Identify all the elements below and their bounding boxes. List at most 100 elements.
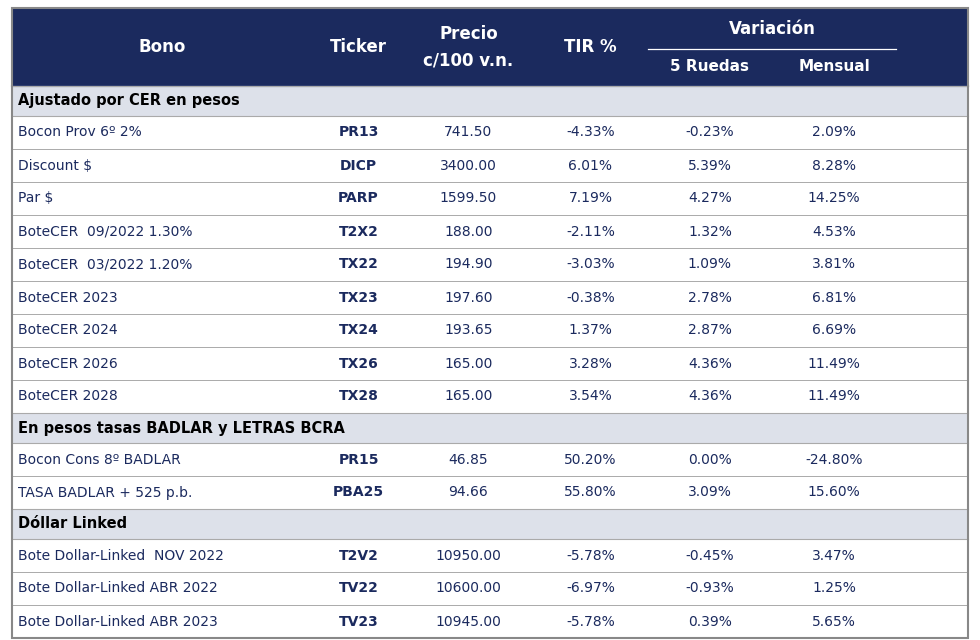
Bar bbox=[12, 149, 968, 182]
Text: TIR %: TIR % bbox=[564, 38, 616, 56]
Text: 46.85: 46.85 bbox=[449, 452, 488, 467]
Bar bbox=[12, 476, 968, 509]
Text: 4.27%: 4.27% bbox=[688, 191, 732, 205]
Text: PBA25: PBA25 bbox=[333, 486, 384, 499]
Text: 50.20%: 50.20% bbox=[564, 452, 616, 467]
Text: 4.53%: 4.53% bbox=[812, 225, 857, 239]
Text: 11.49%: 11.49% bbox=[808, 390, 860, 403]
Text: TASA BADLAR + 525 p.b.: TASA BADLAR + 525 p.b. bbox=[18, 486, 192, 499]
Text: -0.45%: -0.45% bbox=[686, 548, 734, 563]
Text: 11.49%: 11.49% bbox=[808, 356, 860, 371]
Text: 15.60%: 15.60% bbox=[808, 486, 860, 499]
Bar bbox=[12, 215, 968, 248]
Text: TX22: TX22 bbox=[339, 257, 378, 271]
Text: Bono: Bono bbox=[139, 38, 186, 56]
Bar bbox=[12, 314, 968, 347]
Text: 6.81%: 6.81% bbox=[812, 291, 857, 305]
Text: -0.23%: -0.23% bbox=[686, 125, 734, 140]
Text: TX24: TX24 bbox=[339, 323, 378, 337]
Text: En pesos tasas BADLAR y LETRAS BCRA: En pesos tasas BADLAR y LETRAS BCRA bbox=[18, 420, 345, 435]
Text: Ticker: Ticker bbox=[330, 38, 387, 56]
Text: 165.00: 165.00 bbox=[444, 390, 493, 403]
Text: 3.47%: 3.47% bbox=[812, 548, 857, 563]
Text: 0.39%: 0.39% bbox=[688, 614, 732, 628]
Text: 741.50: 741.50 bbox=[444, 125, 493, 140]
Text: -2.11%: -2.11% bbox=[565, 225, 614, 239]
Text: TX26: TX26 bbox=[339, 356, 378, 371]
Text: 2.78%: 2.78% bbox=[688, 291, 732, 305]
Text: -0.93%: -0.93% bbox=[685, 582, 734, 595]
Text: Precio: Precio bbox=[439, 25, 498, 43]
Text: 3.09%: 3.09% bbox=[688, 486, 732, 499]
Text: c/100 v.n.: c/100 v.n. bbox=[423, 51, 514, 69]
Text: TX23: TX23 bbox=[339, 291, 378, 305]
Text: 2.09%: 2.09% bbox=[812, 125, 857, 140]
Text: 5 Ruedas: 5 Ruedas bbox=[670, 59, 750, 74]
Text: BoteCER  03/2022 1.20%: BoteCER 03/2022 1.20% bbox=[18, 257, 192, 271]
Text: 94.66: 94.66 bbox=[449, 486, 488, 499]
Text: 188.00: 188.00 bbox=[444, 225, 493, 239]
Text: -5.78%: -5.78% bbox=[566, 548, 614, 563]
Text: 193.65: 193.65 bbox=[444, 323, 493, 337]
Bar bbox=[12, 86, 968, 116]
Text: Bote Dollar-Linked  NOV 2022: Bote Dollar-Linked NOV 2022 bbox=[18, 548, 223, 563]
Text: 1.37%: 1.37% bbox=[568, 323, 612, 337]
Text: 10950.00: 10950.00 bbox=[435, 548, 502, 563]
Text: 5.65%: 5.65% bbox=[812, 614, 857, 628]
Bar bbox=[12, 539, 968, 572]
Text: -5.78%: -5.78% bbox=[566, 614, 614, 628]
Text: 197.60: 197.60 bbox=[444, 291, 493, 305]
Text: 3.54%: 3.54% bbox=[568, 390, 612, 403]
Text: BoteCER 2028: BoteCER 2028 bbox=[18, 390, 118, 403]
Bar bbox=[12, 8, 968, 86]
Text: 1599.50: 1599.50 bbox=[440, 191, 497, 205]
Bar bbox=[12, 605, 968, 638]
Bar bbox=[12, 281, 968, 314]
Text: 1.09%: 1.09% bbox=[688, 257, 732, 271]
Text: T2X2: T2X2 bbox=[339, 225, 378, 239]
Bar bbox=[12, 380, 968, 413]
Text: 4.36%: 4.36% bbox=[688, 356, 732, 371]
Bar bbox=[12, 182, 968, 215]
Text: Variación: Variación bbox=[728, 20, 815, 38]
Text: -24.80%: -24.80% bbox=[806, 452, 863, 467]
Text: BoteCER 2023: BoteCER 2023 bbox=[18, 291, 118, 305]
Bar bbox=[12, 248, 968, 281]
Text: Ajustado por CER en pesos: Ajustado por CER en pesos bbox=[18, 93, 240, 109]
Text: 3400.00: 3400.00 bbox=[440, 159, 497, 173]
Text: 165.00: 165.00 bbox=[444, 356, 493, 371]
Text: T2V2: T2V2 bbox=[339, 548, 378, 563]
Text: 3.28%: 3.28% bbox=[568, 356, 612, 371]
Bar bbox=[12, 443, 968, 476]
Text: PR13: PR13 bbox=[338, 125, 378, 140]
Text: Bocon Cons 8º BADLAR: Bocon Cons 8º BADLAR bbox=[18, 452, 180, 467]
Text: PR15: PR15 bbox=[338, 452, 379, 467]
Text: -4.33%: -4.33% bbox=[566, 125, 614, 140]
Text: PARP: PARP bbox=[338, 191, 379, 205]
Text: 6.01%: 6.01% bbox=[568, 159, 612, 173]
Bar bbox=[12, 116, 968, 149]
Text: 0.00%: 0.00% bbox=[688, 452, 732, 467]
Text: BoteCER 2026: BoteCER 2026 bbox=[18, 356, 118, 371]
Text: -3.03%: -3.03% bbox=[566, 257, 614, 271]
Text: 8.28%: 8.28% bbox=[812, 159, 857, 173]
Text: BoteCER 2024: BoteCER 2024 bbox=[18, 323, 118, 337]
Text: -6.97%: -6.97% bbox=[565, 582, 614, 595]
Text: -0.38%: -0.38% bbox=[566, 291, 614, 305]
Text: 3.81%: 3.81% bbox=[812, 257, 857, 271]
Text: 1.32%: 1.32% bbox=[688, 225, 732, 239]
Text: TX28: TX28 bbox=[339, 390, 378, 403]
Text: Par $: Par $ bbox=[18, 191, 53, 205]
Text: BoteCER  09/2022 1.30%: BoteCER 09/2022 1.30% bbox=[18, 225, 192, 239]
Text: 10945.00: 10945.00 bbox=[435, 614, 502, 628]
Text: Bote Dollar-Linked ABR 2023: Bote Dollar-Linked ABR 2023 bbox=[18, 614, 218, 628]
Text: 14.25%: 14.25% bbox=[808, 191, 860, 205]
Text: Bocon Prov 6º 2%: Bocon Prov 6º 2% bbox=[18, 125, 142, 140]
Text: Discount $: Discount $ bbox=[18, 159, 92, 173]
Text: 10600.00: 10600.00 bbox=[435, 582, 502, 595]
Text: 55.80%: 55.80% bbox=[564, 486, 616, 499]
Bar bbox=[12, 413, 968, 443]
Text: 5.39%: 5.39% bbox=[688, 159, 732, 173]
Bar bbox=[12, 509, 968, 539]
Text: DICP: DICP bbox=[340, 159, 377, 173]
